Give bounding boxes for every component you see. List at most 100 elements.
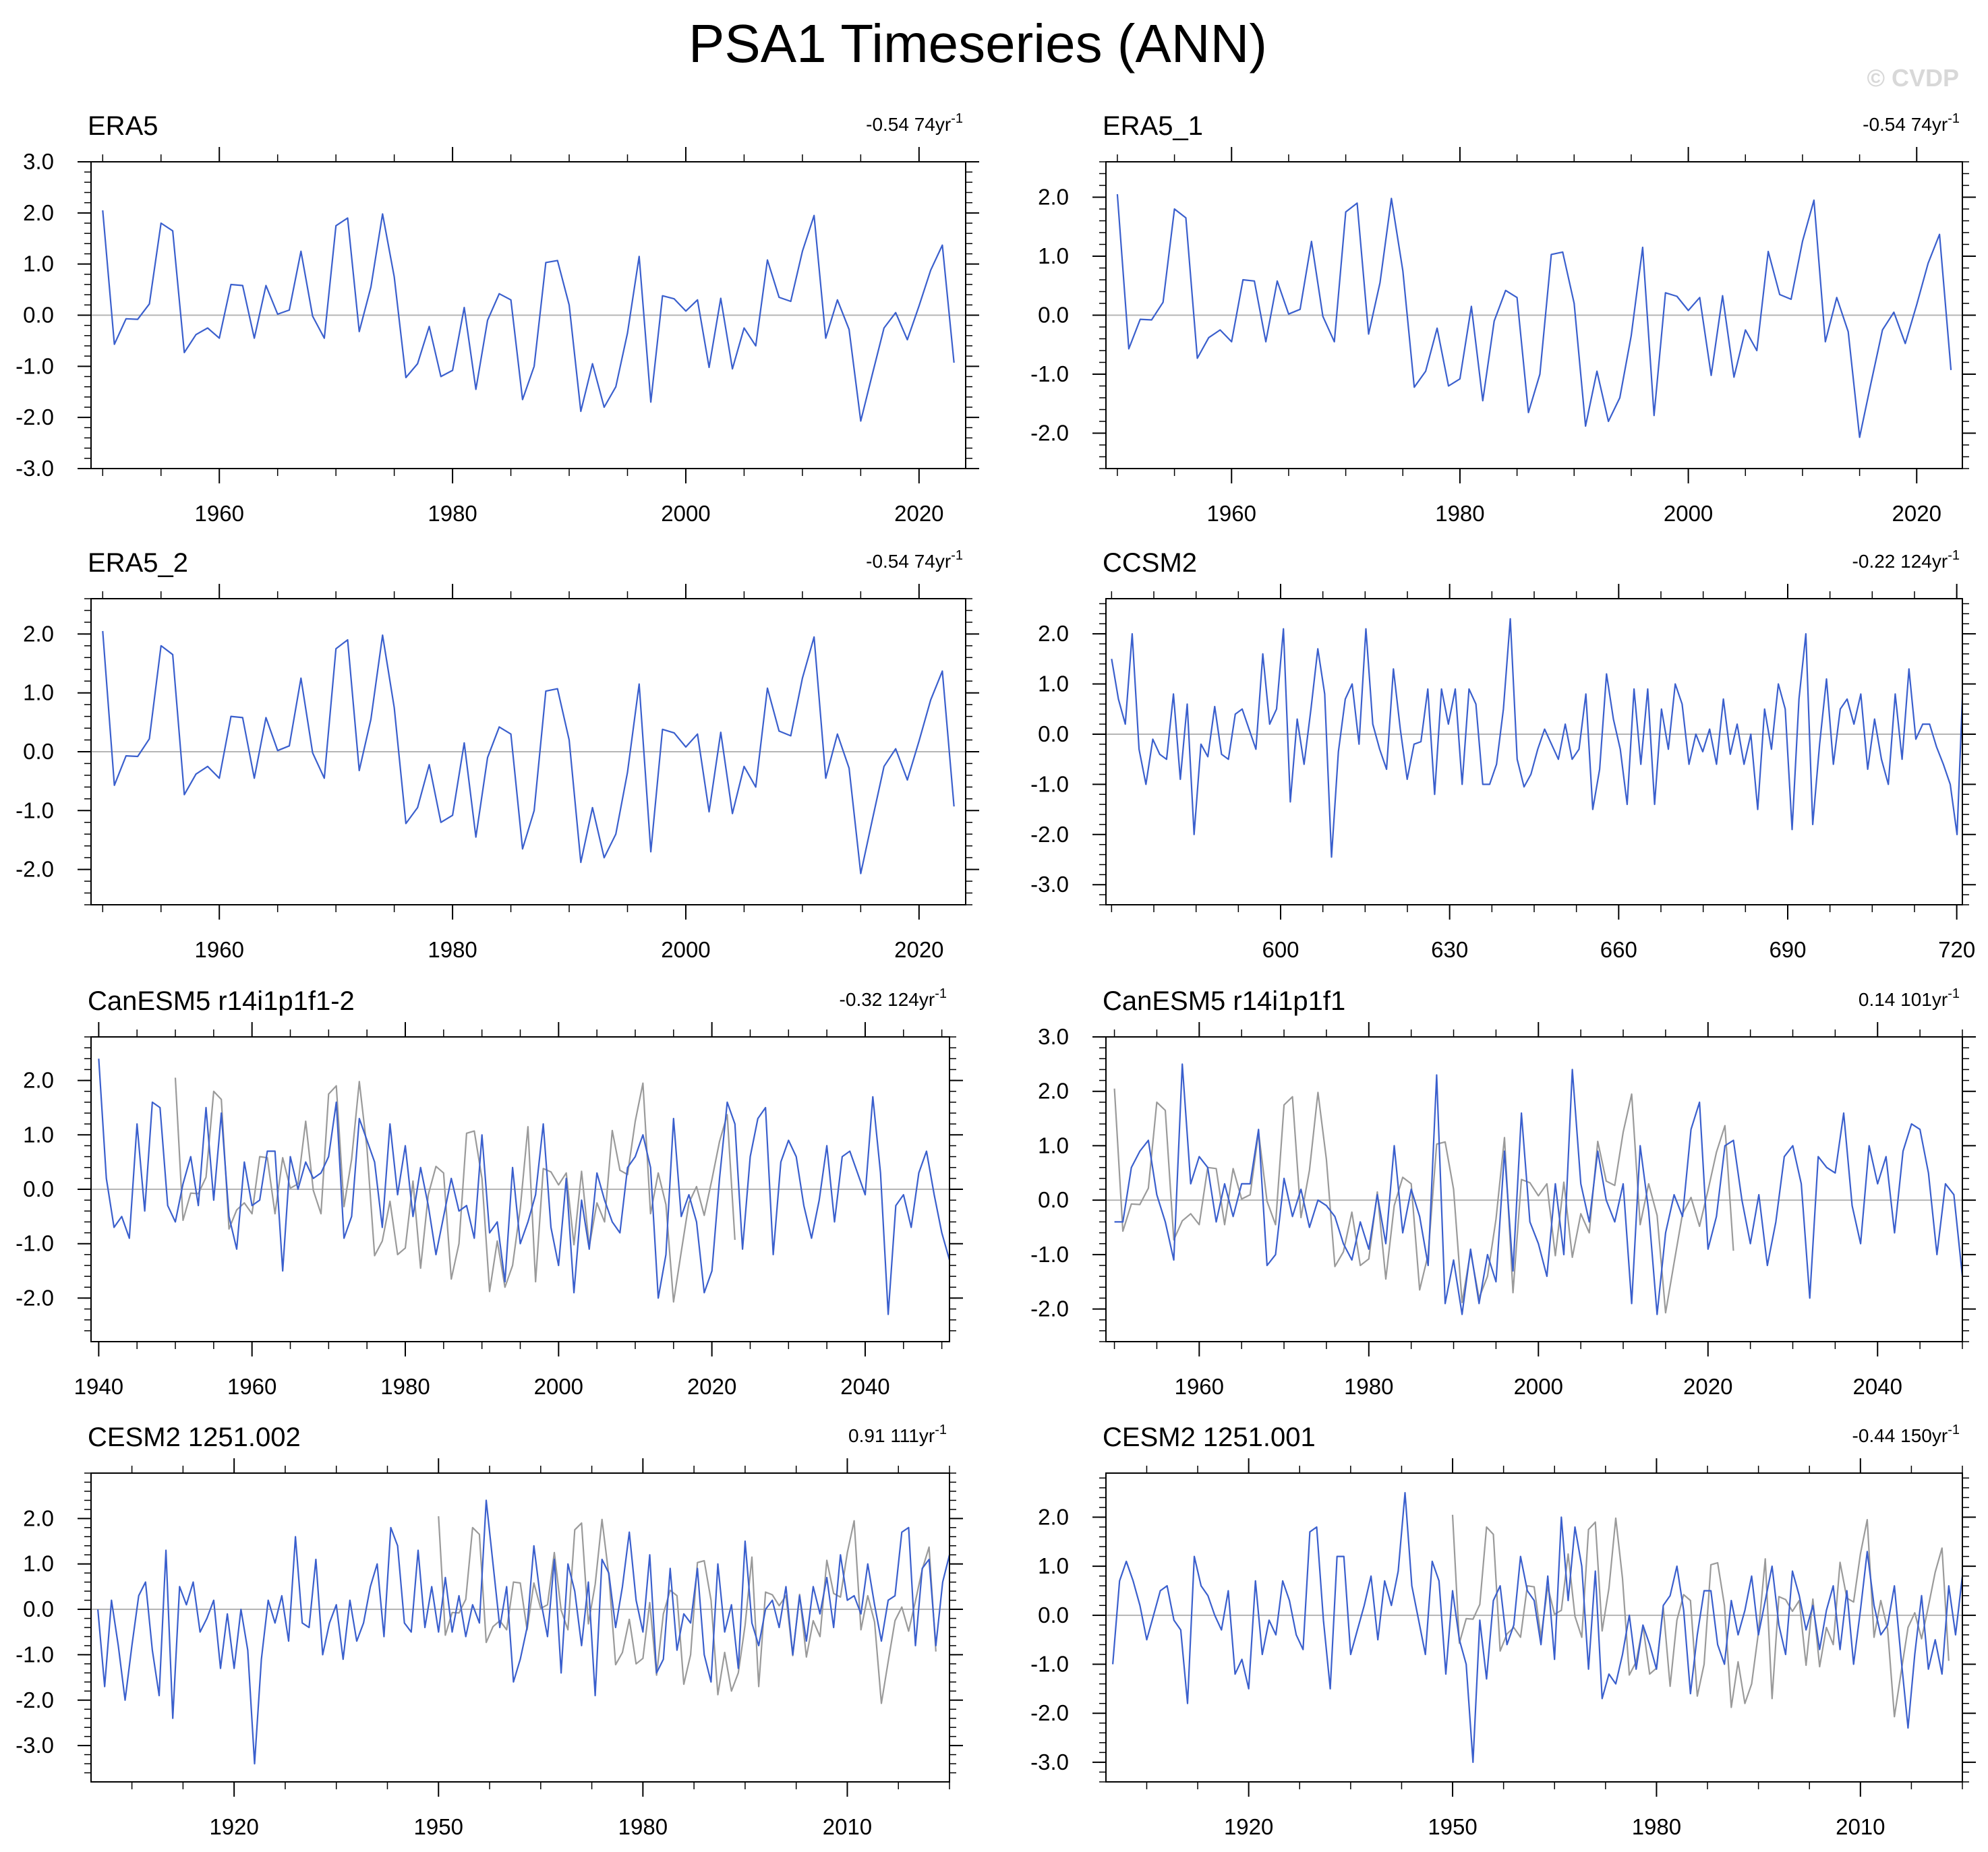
- panel-1: ERA5 -0.54 74yr-1 -3.0 -2.0 -1.0 0.0 1.0 2.0 3.0…: [16, 111, 979, 526]
- figure-title: PSA1 Timeseries (ANN): [689, 13, 1267, 73]
- panel-grid: ERA5 -0.54 74yr-1-3.0-2.0-1.00.01.02.03.0…: [16, 111, 1976, 1839]
- trend-value: -0.22: [1852, 551, 1896, 572]
- trend-value: -0.32: [840, 989, 883, 1010]
- series-line-1: [438, 1516, 937, 1704]
- panel-5: CanESM5 r14i1p1f1-2 -0.32 124yr-1 -2.0 -1.0…: [16, 986, 963, 1399]
- y-tick-label: 2.0: [23, 200, 54, 225]
- x-tick-label: 2000: [534, 1374, 583, 1399]
- y-tick-label: -1.0: [1030, 1242, 1069, 1267]
- x-tick-label: 1950: [414, 1814, 463, 1839]
- y-tick-label: 3.0: [23, 149, 54, 174]
- x-tick-label: 2020: [1683, 1374, 1732, 1399]
- y-tick-label: -3.0: [16, 1733, 54, 1758]
- trend-label: 0.91 111yr-1: [848, 1423, 947, 1446]
- trend-span: 111yr: [890, 1425, 935, 1446]
- y-tick-label: -2.0: [16, 1687, 54, 1712]
- y-tick-label: -2.0: [1030, 822, 1069, 847]
- x-tick-label: 1940: [74, 1374, 123, 1399]
- x-tick-label: 1960: [195, 937, 244, 962]
- trend-exponent: -1: [1948, 986, 1960, 1001]
- x-tick-label: 1980: [428, 501, 477, 526]
- y-tick-label: -1.0: [16, 353, 54, 378]
- y-tick-label: 2.0: [1038, 185, 1069, 210]
- x-tick-label: 1980: [618, 1814, 668, 1839]
- trend-value: 0.14: [1859, 989, 1896, 1010]
- x-tick-label: 1920: [209, 1814, 258, 1839]
- trend-span: 150yr: [1900, 1425, 1948, 1446]
- trend-label: 0.14 101yr-1: [1859, 986, 1960, 1010]
- y-tick-label: 2.0: [23, 1505, 54, 1530]
- y-tick-label: 1.0: [23, 251, 54, 276]
- panel-2: ERA5_1 -0.54 74yr-1 -2.0 -1.0 0.0 1.0 2.0 1960 1…: [1030, 111, 1976, 526]
- panel-title: CanESM5 r14i1p1f1: [1103, 986, 1345, 1016]
- y-tick-label: 3.0: [1038, 1024, 1069, 1049]
- trend-label: -0.44 150yr-1: [1852, 1423, 1960, 1446]
- x-tick-label: 1980: [1632, 1814, 1681, 1839]
- trend-exponent: -1: [1948, 111, 1960, 126]
- y-tick-label: 1.0: [1038, 1553, 1069, 1578]
- trend-value: -0.54: [1863, 114, 1906, 135]
- x-tick-label: 660: [1600, 937, 1637, 962]
- x-tick-label: 690: [1769, 937, 1806, 962]
- x-tick-label: 2010: [823, 1814, 872, 1839]
- panel-title: CESM2 1251.001: [1103, 1423, 1316, 1452]
- x-tick-label: 2020: [894, 937, 943, 962]
- x-tick-label: 2040: [1853, 1374, 1902, 1399]
- x-tick-label: 2000: [661, 937, 710, 962]
- trend-sep: [909, 551, 914, 572]
- x-tick-label: 2000: [1514, 1374, 1563, 1399]
- y-tick-label: 0.0: [1038, 1603, 1069, 1627]
- y-tick-label: -1.0: [1030, 1652, 1069, 1677]
- y-tick-label: -2.0: [1030, 1296, 1069, 1321]
- y-tick-label: -1.0: [1030, 361, 1069, 386]
- y-tick-label: -2.0: [16, 405, 54, 429]
- x-tick-label: 1980: [1344, 1374, 1393, 1399]
- trend-sep: [1895, 989, 1900, 1010]
- plot-frame: [1105, 598, 1963, 905]
- y-tick-label: 1.0: [23, 680, 54, 705]
- trend-span: 101yr: [1900, 989, 1948, 1010]
- trend-sep: [1895, 551, 1900, 572]
- y-tick-label: 1.0: [23, 1122, 54, 1147]
- series-line-2: [98, 1058, 949, 1315]
- cvdp-watermark: © CVDP: [1867, 64, 1959, 92]
- trend-exponent: -1: [935, 1423, 947, 1437]
- trend-label: -0.54 74yr-1: [866, 111, 963, 135]
- y-tick-label: 0.0: [1038, 721, 1069, 746]
- trend-exponent: -1: [951, 111, 963, 126]
- trend-exponent: -1: [1948, 1423, 1960, 1437]
- trend-label: -0.22 124yr-1: [1852, 548, 1960, 572]
- x-tick-label: 1960: [1175, 1374, 1224, 1399]
- x-tick-label: 1960: [195, 501, 244, 526]
- trend-span: 74yr: [914, 114, 951, 135]
- x-tick-label: 1980: [1435, 501, 1484, 526]
- y-tick-label: 0.0: [1038, 1187, 1069, 1212]
- x-tick-label: 1920: [1224, 1814, 1273, 1839]
- trend-label: -0.54 74yr-1: [866, 548, 963, 572]
- x-tick-label: 2010: [1836, 1814, 1885, 1839]
- y-tick-label: 1.0: [1038, 671, 1069, 696]
- series-line-1: [1111, 618, 1962, 858]
- series-line-1: [1451, 1514, 1950, 1718]
- y-tick-label: 1.0: [23, 1551, 54, 1576]
- series-line-1: [1113, 1088, 1734, 1314]
- trend-sep: [882, 989, 887, 1010]
- y-tick-label: 2.0: [1038, 1504, 1069, 1529]
- y-tick-label: -2.0: [1030, 421, 1069, 446]
- y-tick-label: -1.0: [16, 1231, 54, 1256]
- series-line-2: [1112, 1492, 1962, 1763]
- plot-frame: [1105, 1472, 1963, 1783]
- series-line-1: [102, 630, 955, 874]
- y-tick-label: -3.0: [1030, 872, 1069, 897]
- y-tick-label: -3.0: [16, 456, 54, 481]
- y-tick-label: 0.0: [23, 1176, 54, 1201]
- series-line-2: [1114, 1063, 1962, 1315]
- y-tick-label: 1.0: [1038, 1133, 1069, 1158]
- y-tick-label: 0.0: [1038, 303, 1069, 328]
- y-tick-label: -1.0: [16, 798, 54, 823]
- series-line-1: [174, 1077, 736, 1303]
- y-tick-label: 2.0: [1038, 621, 1069, 646]
- x-tick-label: 1960: [1207, 501, 1256, 526]
- panel-title: CCSM2: [1103, 548, 1197, 578]
